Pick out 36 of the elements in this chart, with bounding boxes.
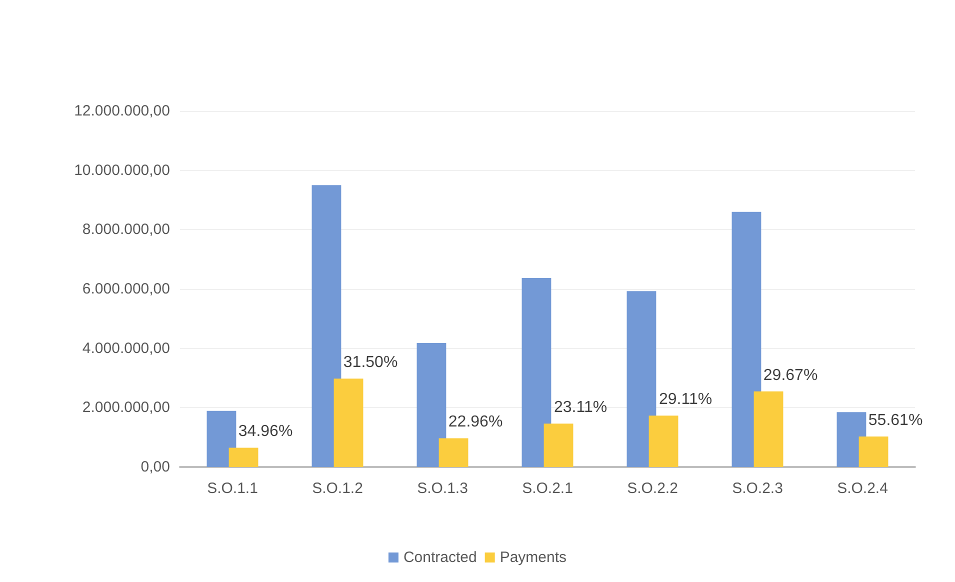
bar — [732, 212, 762, 467]
annotation: 22.96% — [448, 414, 503, 431]
bar — [312, 185, 342, 467]
bar — [754, 391, 784, 467]
annotation: 31.50% — [343, 354, 398, 372]
x-tick-label: S.O.2.4 — [837, 480, 888, 497]
bar — [228, 448, 258, 467]
legend-label: Contracted — [403, 549, 477, 566]
bar — [334, 378, 364, 467]
bar — [858, 436, 888, 467]
y-tick-label: 4.000.000,00 — [82, 340, 170, 357]
y-tick-label: 12.000.000,00 — [74, 102, 170, 120]
x-tick-label: S.O.1.1 — [207, 480, 258, 497]
y-tick-label: 10.000.000,00 — [74, 162, 170, 179]
annotation: 29.11% — [658, 391, 712, 408]
y-tick-label: 8.000.000,00 — [82, 221, 170, 238]
legend-label: Payments — [500, 549, 567, 566]
annotation: 34.96% — [238, 423, 293, 440]
bar — [416, 342, 446, 467]
annotation: 29.67% — [763, 366, 818, 384]
x-tick-label: S.O.2.1 — [522, 480, 573, 497]
bar — [648, 416, 678, 467]
y-tick-label: 2.000.000,00 — [82, 399, 170, 416]
bar — [544, 424, 574, 467]
y-tick-label: 0,00 — [140, 458, 170, 476]
bar — [206, 410, 236, 467]
bar — [626, 291, 656, 467]
bar — [522, 278, 552, 467]
y-tick-label: 6.000.000,00 — [82, 280, 170, 298]
x-tick-label: S.O.1.2 — [312, 480, 363, 497]
bar — [438, 438, 468, 467]
x-tick-label: S.O.1.3 — [417, 480, 468, 497]
annotation: 55.61% — [868, 412, 923, 429]
x-tick-label: S.O.2.3 — [732, 480, 783, 497]
x-tick-label: S.O.2.2 — [627, 480, 678, 497]
annotation: 23.11% — [554, 399, 608, 416]
